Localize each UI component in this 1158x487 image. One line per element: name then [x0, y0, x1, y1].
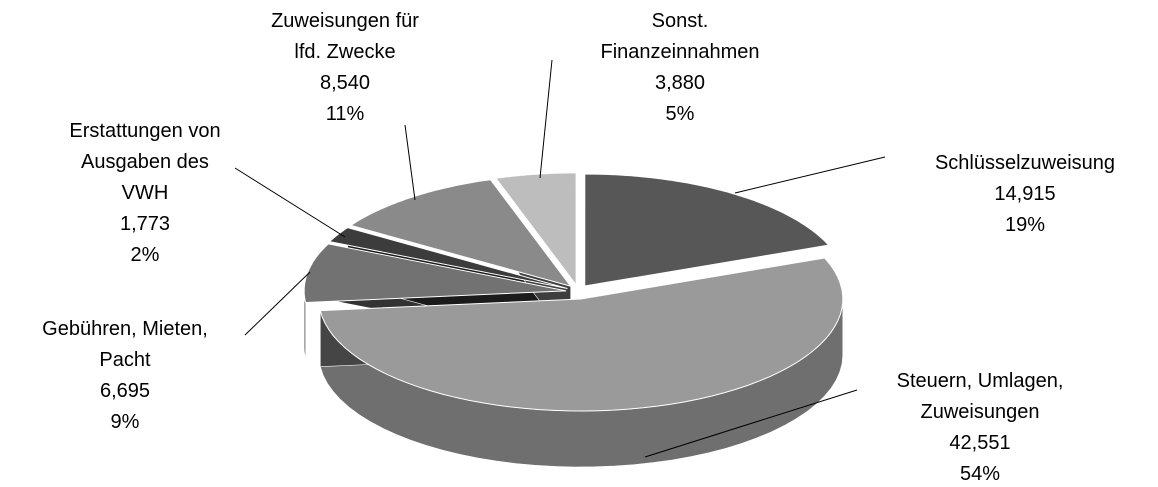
value-label: 14,915 [994, 183, 1056, 205]
leader-line [244, 271, 311, 336]
value-label: 42,551 [949, 432, 1011, 454]
category-label: Schlüsselzuweisung [934, 152, 1116, 174]
leader-line [234, 167, 346, 238]
value-label: 3,880 [654, 72, 706, 94]
slice [303, 243, 567, 304]
leader-line [734, 156, 886, 194]
pie-tops [303, 172, 844, 412]
leader-line [539, 59, 553, 179]
value-label: 1,773 [119, 213, 171, 235]
percent-label: 2% [130, 244, 160, 266]
data-label: Steuern, Umlagen, Zuweisungen 42,551 54% [897, 366, 1064, 487]
category-label: Steuern, Umlagen, Zuweisungen [896, 370, 1064, 423]
data-label: Erstattungen von Ausgaben des VWH 1,773 2% [69, 116, 220, 271]
data-label: Schlüsselzuweisung 14,915 19% [935, 148, 1115, 241]
percent-label: 54% [959, 463, 1001, 485]
category-label: Sonst. Finanzeinnahmen [600, 10, 760, 63]
percent-label: 9% [110, 411, 140, 433]
data-label: Gebühren, Mieten, Pacht 6,695 9% [42, 314, 208, 438]
category-label: Gebühren, Mieten, Pacht [42, 318, 208, 371]
data-label: Sonst. Finanzeinnahmen 3,880 5% [601, 6, 760, 130]
percent-label: 5% [665, 103, 695, 125]
slice [584, 173, 830, 287]
value-label: 8,540 [319, 72, 371, 94]
slice [319, 257, 844, 412]
percent-label: 11% [325, 103, 365, 125]
percent-label: 19% [1004, 214, 1046, 236]
value-label: 6,695 [99, 380, 151, 402]
slice [349, 179, 572, 288]
category-label: Erstattungen von Ausgaben des VWH [69, 120, 221, 204]
leader-line [644, 389, 858, 458]
category-label: Zuweisungen für lfd. Zwecke [271, 10, 419, 63]
leader-line [404, 124, 416, 201]
data-label: Zuweisungen für lfd. Zwecke 8,540 11% [271, 6, 419, 130]
slice [328, 227, 568, 290]
slice [494, 172, 577, 287]
